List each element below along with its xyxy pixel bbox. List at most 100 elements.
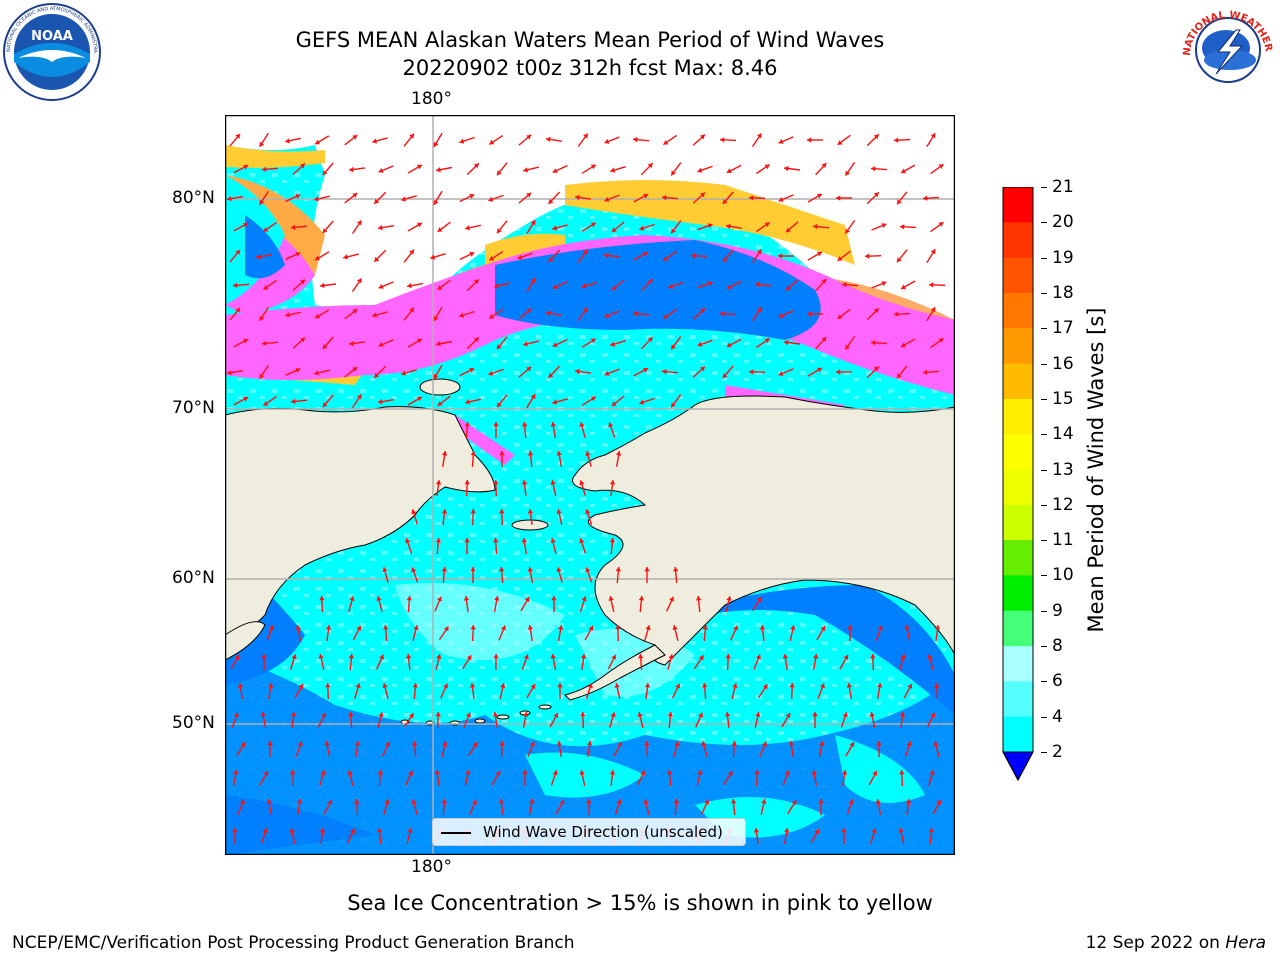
wind-wave-arrowhead (905, 799, 912, 804)
wind-wave-arrowhead (579, 480, 585, 486)
wind-wave-arrowhead (322, 402, 328, 407)
wind-wave-arrowhead (527, 567, 533, 572)
wind-wave-arrowhead (671, 170, 676, 176)
wind-wave-arrowhead (901, 284, 906, 290)
colorbar-segment (1003, 469, 1033, 506)
wind-wave-arrowhead (497, 228, 502, 234)
wind-wave-arrowhead (907, 683, 913, 689)
colorbar-tick-label: 4 (1052, 706, 1063, 727)
wind-wave-arrowhead (643, 251, 649, 257)
wind-wave-arrowhead (435, 712, 441, 717)
wind-wave-arrowhead (464, 480, 470, 485)
wind-wave-arrowhead (235, 307, 241, 313)
wind-wave-arrowhead (611, 285, 617, 290)
wind-wave-arrowhead (725, 654, 731, 659)
wind-wave-arrowhead (816, 367, 822, 373)
wind-wave-arrowhead (784, 770, 790, 776)
wind-wave-arrowhead (812, 712, 818, 717)
colorbar-tick-mark (1041, 222, 1047, 224)
wind-wave-arrowhead (609, 770, 616, 775)
colorbar-segment (1003, 434, 1033, 470)
wind-wave-arrowhead (813, 223, 818, 230)
colorbar-segment (1003, 222, 1033, 259)
wind-wave-arrowhead (811, 770, 817, 775)
wind-wave-arrowhead (408, 713, 414, 719)
wind-wave-arrowhead (759, 625, 766, 630)
wind-wave-arrowhead (550, 538, 556, 543)
wind-wave-arrowhead (724, 712, 731, 717)
colorbar-segment (1003, 504, 1033, 541)
wind-wave-arrowhead (559, 800, 565, 806)
wind-wave-arrowhead (546, 310, 551, 317)
wind-wave-arrowhead (726, 223, 731, 230)
wind-wave-arrowhead (764, 222, 770, 228)
colorbar-segment (1003, 646, 1033, 682)
colorbar-segment (1003, 187, 1033, 223)
wind-wave-arrowhead (356, 220, 362, 226)
wind-wave-arrowhead (701, 741, 707, 746)
wind-wave-arrowhead (845, 344, 850, 350)
wind-wave-arrowhead (356, 278, 362, 284)
wind-wave-arrowhead (557, 683, 563, 688)
lon-label-bottom: 180° (411, 857, 452, 877)
colorbar-segment (1003, 610, 1033, 647)
wind-wave-arrowhead (411, 799, 417, 804)
wind-wave-arrowhead (697, 770, 703, 775)
wind-wave-arrowhead (322, 228, 328, 233)
wind-wave-arrowhead (315, 255, 321, 261)
wind-wave-arrowhead (298, 684, 304, 689)
wind-wave-arrowhead (873, 366, 879, 372)
wind-wave-arrowhead (522, 770, 528, 775)
wind-wave-arrowhead (322, 344, 328, 349)
colorbar-outline (1002, 187, 1034, 782)
wind-wave-arrowhead (343, 254, 348, 260)
footer-left-credit: NCEP/EMC/Verification Post Processing Pr… (12, 933, 575, 953)
wind-wave-arrowhead (234, 655, 240, 661)
noaa-logo-text: NOAA (31, 29, 73, 44)
wind-wave-arrowhead (494, 596, 500, 601)
graticule (225, 115, 955, 855)
wind-wave-arrowhead (261, 654, 267, 659)
wind-wave-arrowhead (807, 137, 812, 143)
wind-wave-arrowhead (263, 227, 269, 232)
land-chukotka (225, 406, 496, 646)
wind-wave-arrowhead (300, 279, 305, 285)
colorbar-tick-mark (1041, 187, 1047, 188)
wind-wave-arrowhead (262, 828, 268, 834)
wind-wave-arrowhead (465, 712, 471, 718)
wind-wave-arrowhead (669, 596, 674, 602)
wind-wave-arrowhead (876, 683, 883, 688)
wind-wave-arrowhead (611, 227, 617, 232)
wind-wave-arrowhead (441, 509, 448, 514)
wind-wave-arrowhead (376, 596, 382, 601)
wind-wave-arrowhead (821, 337, 827, 342)
wind-wave-arrowhead (465, 225, 470, 231)
lon-label-top: 180° (411, 89, 452, 109)
aleutian-islands (400, 704, 552, 726)
wind-wave-arrowhead (587, 683, 593, 689)
wind-wave-arrowhead (778, 253, 783, 259)
wind-wave-arrowhead (610, 341, 616, 347)
wind-wave-arrowhead (755, 712, 761, 717)
wind-wave-arrowhead (372, 138, 377, 144)
wind-wave-arrowhead (290, 770, 296, 775)
wind-wave-arrowhead (493, 654, 499, 659)
wind-wave-arrowhead (524, 597, 530, 603)
wind-wave-arrowhead (459, 312, 465, 318)
wind-wave-arrowhead (837, 140, 843, 145)
wind-wave-arrowhead (385, 741, 391, 747)
wind-wave-arrowhead (663, 256, 669, 261)
map-legend: Wind Wave Direction (unscaled) (432, 818, 746, 846)
wind-wave-arrowhead (873, 308, 879, 314)
wind-wave-arrowhead (354, 799, 360, 804)
wind-wave-arrowhead (929, 770, 935, 776)
wind-wave-arrowhead (901, 342, 906, 348)
wind-wave-arrowhead (382, 567, 388, 572)
wind-wave-arrowhead (933, 741, 939, 746)
land-alaska (572, 395, 955, 666)
wind-wave-arrowhead (673, 799, 680, 804)
wind-wave-arrowhead (356, 394, 362, 400)
wind-wave-arrowhead (762, 684, 768, 690)
wind-wave-arrowhead (614, 683, 620, 688)
wind-wave-arrowhead (633, 136, 638, 143)
